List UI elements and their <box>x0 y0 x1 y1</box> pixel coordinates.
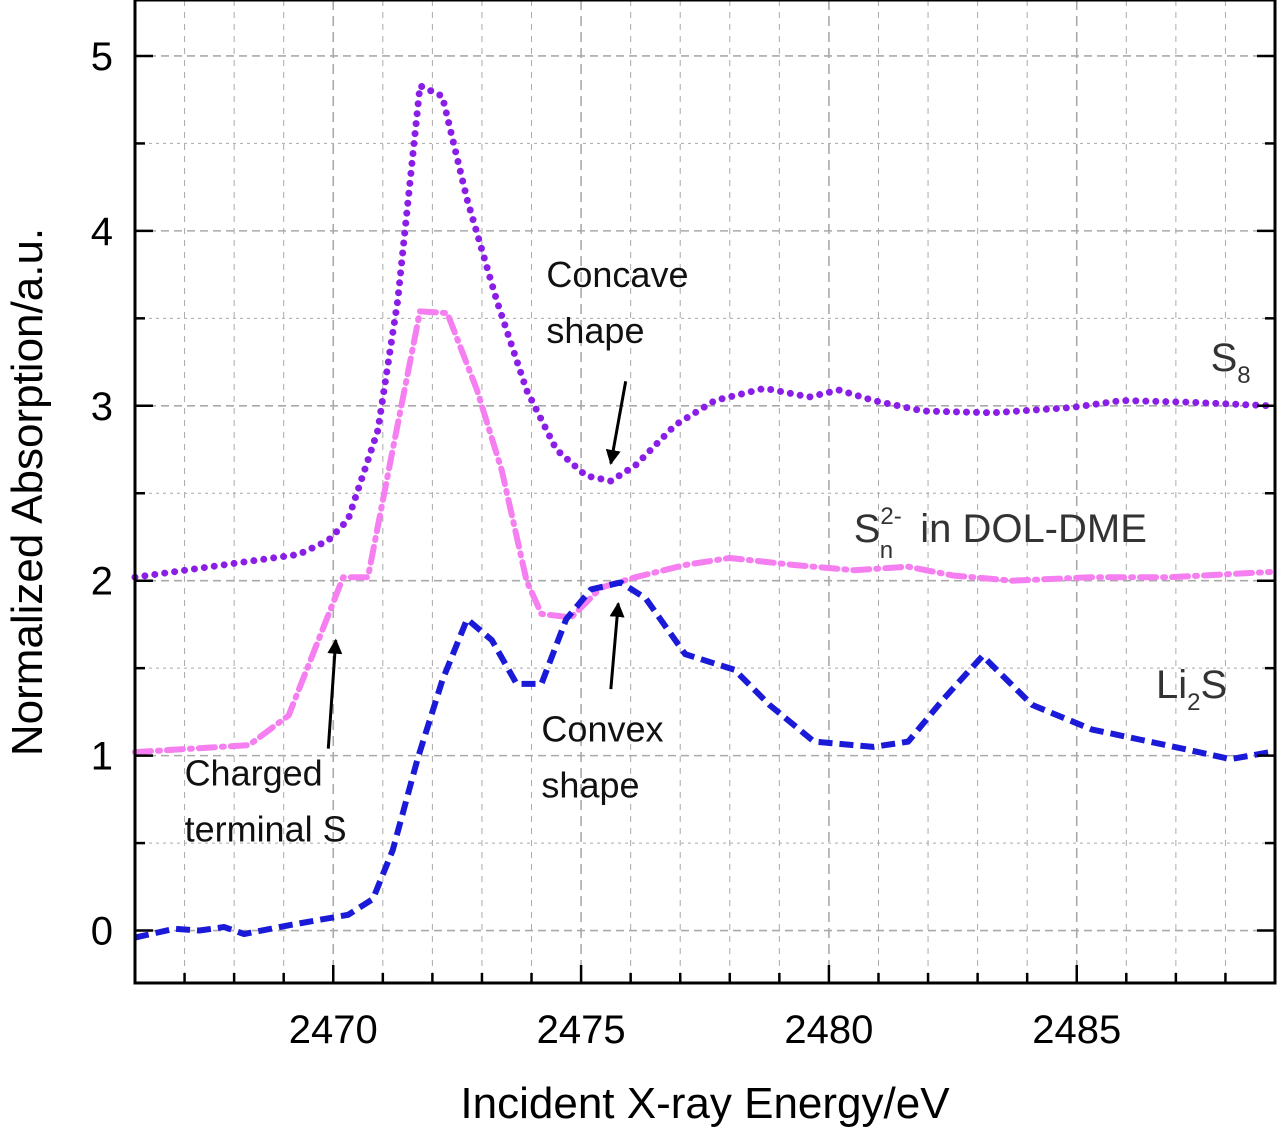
series-line-1 <box>132 308 1274 756</box>
annotation-text: shape <box>541 765 639 806</box>
series-group <box>131 82 1274 941</box>
annotation-text: Charged <box>185 752 323 793</box>
plot-frame <box>133 0 1277 985</box>
x-tick-label: 2475 <box>537 1008 626 1052</box>
y-tick-label: 0 <box>91 910 113 954</box>
annotation-arrow <box>605 381 628 465</box>
annotation-text: shape <box>546 310 644 351</box>
series-line-2 <box>134 579 1271 941</box>
y-tick-label: 2 <box>91 560 113 604</box>
series-label-1: S2-n in DOL-DME <box>854 503 1147 564</box>
y-tick-label: 4 <box>91 210 113 254</box>
annotation-text: terminal S <box>185 808 347 849</box>
x-tick-label: 2485 <box>1032 1008 1121 1052</box>
annotation-arrow <box>609 601 625 690</box>
y-tick-label: 1 <box>91 735 113 779</box>
x-axis-label: Incident X-ray Energy/eV <box>460 1079 950 1128</box>
series-label-0: S8 <box>1211 336 1251 389</box>
annotation-arrow <box>326 638 343 749</box>
y-tick-label: 3 <box>91 385 113 429</box>
ticks: 2470 2475 2480 2485 0 1 2 3 4 5 <box>91 35 1277 1052</box>
annotation-text: Convex <box>541 709 663 750</box>
y-tick-label: 5 <box>91 35 113 79</box>
series-line-0 <box>131 82 1274 581</box>
series-label-2: Li2S <box>1156 663 1227 716</box>
y-axis-label: Normalized Absorption/a.u. <box>3 228 52 756</box>
x-tick-label: 2480 <box>784 1008 873 1052</box>
annotations: S8 S2-n in DOL-DME Li2S Concave shape Convex s… <box>185 254 1251 849</box>
annotation-text: Concave <box>546 254 688 295</box>
x-tick-label: 2470 <box>289 1008 378 1052</box>
